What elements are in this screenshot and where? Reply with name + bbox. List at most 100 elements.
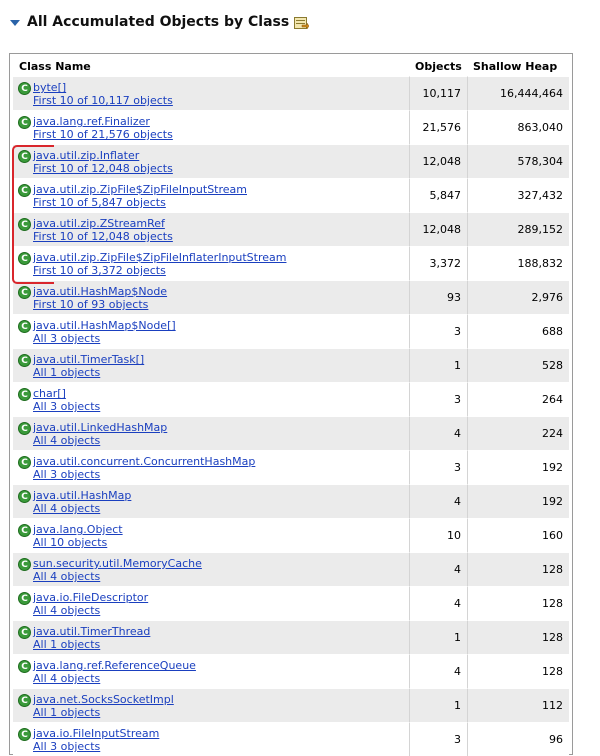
class-name-link[interactable]: java.util.zip.ZipFile$ZipFileInflaterInp… [33, 251, 287, 264]
objects-link[interactable]: First 10 of 93 objects [33, 298, 149, 311]
objects-link[interactable]: All 1 objects [33, 706, 101, 719]
class-name-link[interactable]: java.util.zip.ZipFile$ZipFileInputStream [33, 183, 247, 196]
objects-count-cell: 1 [409, 348, 467, 382]
objects-link[interactable]: All 4 objects [33, 570, 101, 583]
objects-link[interactable]: All 3 objects [33, 400, 101, 413]
class-name-link[interactable]: java.util.zip.Inflater [33, 149, 140, 162]
objects-link[interactable]: First 10 of 12,048 objects [33, 230, 173, 243]
objects-count-cell: 93 [409, 280, 467, 314]
objects-count-cell: 3,372 [409, 246, 467, 280]
shallow-heap-cell: 128 [467, 654, 569, 688]
objects-link[interactable]: All 3 objects [33, 740, 101, 753]
class-name-link[interactable]: java.lang.Object [33, 523, 123, 536]
class-icon: C [18, 320, 31, 333]
class-name-link[interactable]: java.util.TimerThread [33, 625, 151, 638]
shallow-heap-cell: 2,976 [467, 280, 569, 314]
class-icon: C [18, 388, 31, 401]
class-name-link[interactable]: sun.security.util.MemoryCache [33, 557, 202, 570]
class-icon: C [18, 116, 31, 129]
objects-link[interactable]: All 10 objects [33, 536, 108, 549]
objects-link[interactable]: First 10 of 3,372 objects [33, 264, 166, 277]
class-name-link[interactable]: java.util.LinkedHashMap [33, 421, 168, 434]
class-name-link[interactable]: java.util.concurrent.ConcurrentHashMap [33, 455, 256, 468]
objects-link[interactable]: First 10 of 12,048 objects [33, 162, 173, 175]
class-name-link[interactable]: java.lang.ref.Finalizer [33, 115, 150, 128]
class-name-link[interactable]: java.lang.ref.ReferenceQueue [33, 659, 196, 672]
class-name-link[interactable]: java.util.HashMap [33, 489, 132, 502]
column-header-shallow-heap[interactable]: Shallow Heap [467, 56, 569, 76]
objects-count-cell: 4 [409, 586, 467, 620]
class-name-link[interactable]: java.io.FileDescriptor [33, 591, 149, 604]
column-header-class-name[interactable]: Class Name [13, 56, 409, 76]
class-icon: C [18, 422, 31, 435]
class-name-link[interactable]: java.util.HashMap$Node [33, 285, 168, 298]
shallow-heap-cell: 112 [467, 688, 569, 722]
objects-count-cell: 5,847 [409, 178, 467, 212]
objects-link[interactable]: All 4 objects [33, 672, 101, 685]
class-name-link[interactable]: java.util.TimerTask[] [33, 353, 145, 366]
objects-count-cell: 12,048 [409, 212, 467, 246]
objects-link[interactable]: All 3 objects [33, 468, 101, 481]
objects-count-cell: 1 [409, 620, 467, 654]
objects-link[interactable]: All 4 objects [33, 434, 101, 447]
objects-count-cell: 4 [409, 484, 467, 518]
class-name-link[interactable]: java.io.FileInputStream [33, 727, 160, 740]
column-header-objects[interactable]: Objects [409, 56, 467, 76]
class-icon: C [18, 490, 31, 503]
class-name-link[interactable]: char[] [33, 387, 66, 400]
objects-link[interactable]: All 4 objects [33, 502, 101, 515]
class-name-link[interactable]: java.net.SocksSocketImpl [33, 693, 174, 706]
class-name-link[interactable]: byte[] [33, 81, 67, 94]
objects-link[interactable]: All 1 objects [33, 638, 101, 651]
class-icon: C [18, 184, 31, 197]
objects-link[interactable]: All 3 objects [33, 332, 101, 345]
objects-link[interactable]: First 10 of 5,847 objects [33, 196, 166, 209]
triangle-down-icon[interactable] [10, 20, 20, 26]
objects-count-cell: 10,117 [409, 76, 467, 110]
objects-link[interactable]: First 10 of 21,576 objects [33, 128, 173, 141]
class-name-link[interactable]: java.util.zip.ZStreamRef [33, 217, 165, 230]
shallow-heap-cell: 863,040 [467, 110, 569, 144]
class-name-link[interactable]: java.util.HashMap$Node[] [33, 319, 176, 332]
class-icon: C [18, 592, 31, 605]
objects-link[interactable]: All 1 objects [33, 366, 101, 379]
shallow-heap-cell: 192 [467, 484, 569, 518]
class-icon: C [18, 354, 31, 367]
objects-link[interactable]: First 10 of 10,117 objects [33, 94, 173, 107]
objects-link[interactable]: All 4 objects [33, 604, 101, 617]
export-icon[interactable] [294, 15, 310, 30]
